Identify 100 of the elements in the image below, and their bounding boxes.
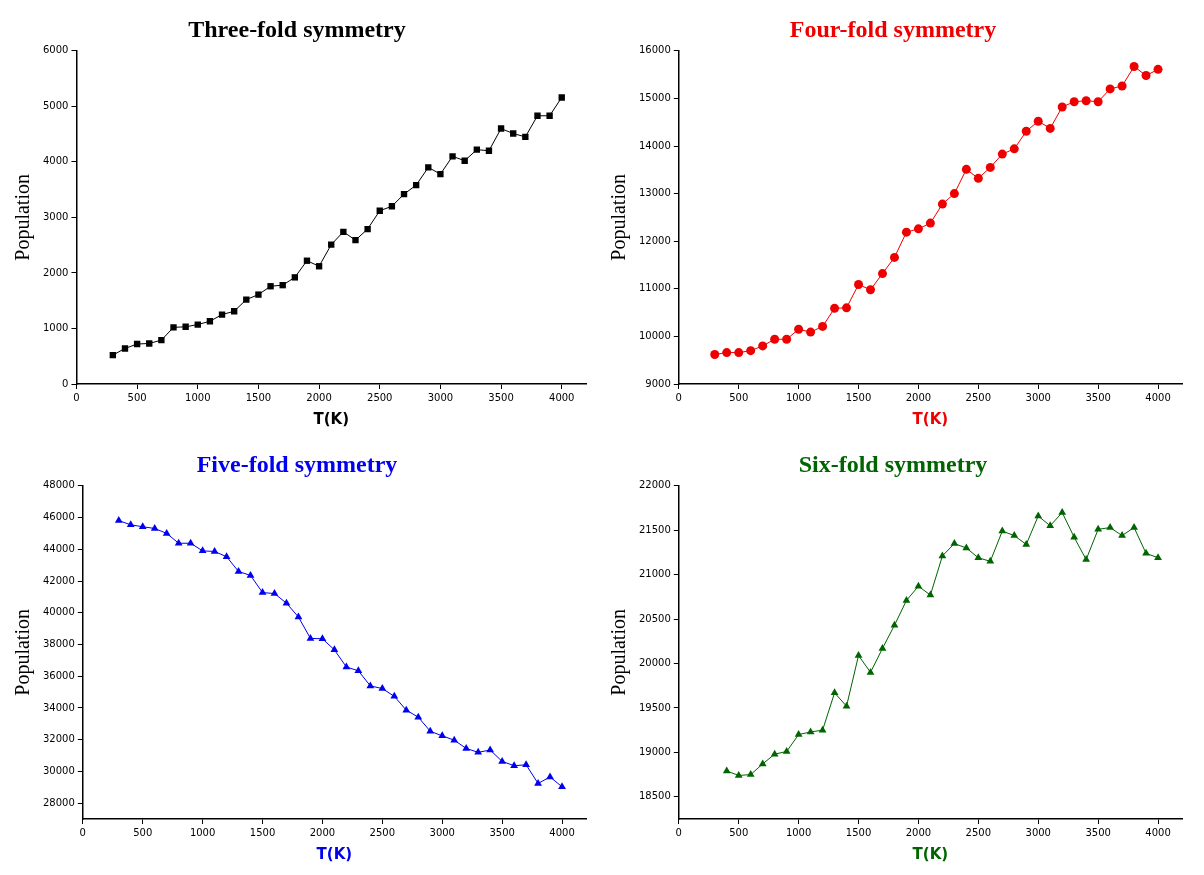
y-axis-title: Population	[607, 609, 631, 696]
point	[806, 727, 815, 735]
y-tick-label: 20500	[639, 612, 671, 624]
point	[890, 620, 899, 628]
point	[234, 566, 243, 574]
point	[306, 633, 315, 641]
point	[425, 164, 432, 171]
x-tick-label: 1500	[845, 391, 872, 403]
point	[282, 598, 291, 606]
x-tick-label: 2500	[369, 826, 396, 838]
point	[997, 149, 1007, 159]
point	[258, 588, 267, 595]
y-tick-label: 6000	[43, 44, 69, 56]
x-tick-label: 1500	[845, 826, 872, 838]
point	[461, 157, 468, 164]
point	[522, 133, 529, 141]
point	[378, 684, 387, 691]
point	[1081, 96, 1091, 106]
point	[794, 324, 804, 334]
y-tick-label: 0	[62, 377, 69, 389]
point	[842, 701, 851, 709]
point	[842, 303, 852, 313]
point	[138, 522, 147, 529]
point	[758, 341, 768, 351]
point	[1153, 64, 1163, 74]
point	[758, 759, 767, 767]
y-tick-label: 15000	[639, 91, 671, 103]
y-tick-label: 11000	[639, 282, 671, 294]
point	[722, 766, 731, 774]
point	[473, 146, 480, 153]
point	[330, 645, 339, 653]
x-tick-label: 2500	[965, 826, 992, 838]
point	[866, 667, 875, 675]
chart-title: Four-fold symmetry	[789, 15, 997, 42]
point	[998, 526, 1007, 534]
point	[878, 643, 887, 651]
point	[486, 745, 495, 753]
point	[390, 691, 399, 699]
y-tick-label: 13000	[639, 187, 671, 199]
point	[558, 94, 565, 101]
point	[1010, 531, 1019, 538]
point	[734, 348, 744, 358]
x-axis-title: T(K)	[912, 409, 949, 428]
point	[534, 112, 541, 119]
point	[146, 340, 153, 347]
point	[255, 291, 262, 298]
point	[1021, 126, 1031, 136]
y-tick-label: 20000	[639, 657, 671, 669]
y-tick-label: 21500	[639, 523, 671, 535]
point	[270, 589, 279, 596]
point	[449, 153, 456, 160]
x-tick-label: 2500	[367, 391, 393, 403]
point	[1118, 531, 1126, 538]
x-tick-label: 1500	[245, 391, 272, 403]
y-tick-label: 16000	[639, 44, 671, 56]
point	[962, 543, 971, 551]
point	[926, 590, 935, 598]
point	[267, 283, 274, 290]
point	[121, 345, 129, 352]
x-tick-label: 3500	[1085, 826, 1111, 838]
y-tick-label: 48000	[43, 479, 75, 491]
x-tick-label: 3500	[488, 391, 514, 403]
y-tick-label: 9000	[645, 377, 671, 389]
chart-title: Six-fold symmetry	[798, 450, 988, 477]
x-tick-label: 4000	[549, 826, 575, 838]
x-tick-label: 500	[133, 826, 153, 838]
point	[150, 523, 159, 531]
x-tick-label: 3000	[1025, 826, 1051, 838]
x-tick-label: 3500	[1085, 391, 1111, 403]
point	[328, 241, 335, 248]
point	[710, 349, 720, 359]
x-tick-label: 2000	[309, 826, 336, 838]
point	[1046, 521, 1055, 529]
point	[170, 324, 177, 331]
y-tick-label: 19500	[639, 701, 671, 713]
x-tick-label: 4000	[1145, 826, 1171, 838]
x-tick-label: 500	[127, 391, 147, 403]
point	[770, 334, 780, 344]
y-tick-label: 18500	[639, 790, 671, 802]
y-tick-label: 14000	[639, 139, 671, 151]
point	[534, 778, 542, 786]
point	[437, 170, 444, 178]
point	[1082, 555, 1091, 562]
point	[902, 595, 911, 603]
point	[522, 760, 530, 767]
chart-title: Five-fold symmetry	[196, 450, 398, 477]
point	[342, 662, 351, 670]
point	[889, 252, 899, 262]
point	[1069, 97, 1079, 107]
y-tick-label: 19000	[639, 745, 671, 757]
y-tick-label: 40000	[43, 606, 75, 618]
point	[426, 726, 435, 734]
x-tick-label: 500	[729, 391, 749, 403]
x-tick-label: 0	[675, 826, 682, 838]
point	[782, 746, 791, 754]
point	[937, 199, 947, 209]
x-tick-label: 3000	[429, 826, 455, 838]
point	[734, 770, 743, 778]
y-tick-label: 42000	[43, 574, 75, 586]
point	[830, 688, 839, 696]
